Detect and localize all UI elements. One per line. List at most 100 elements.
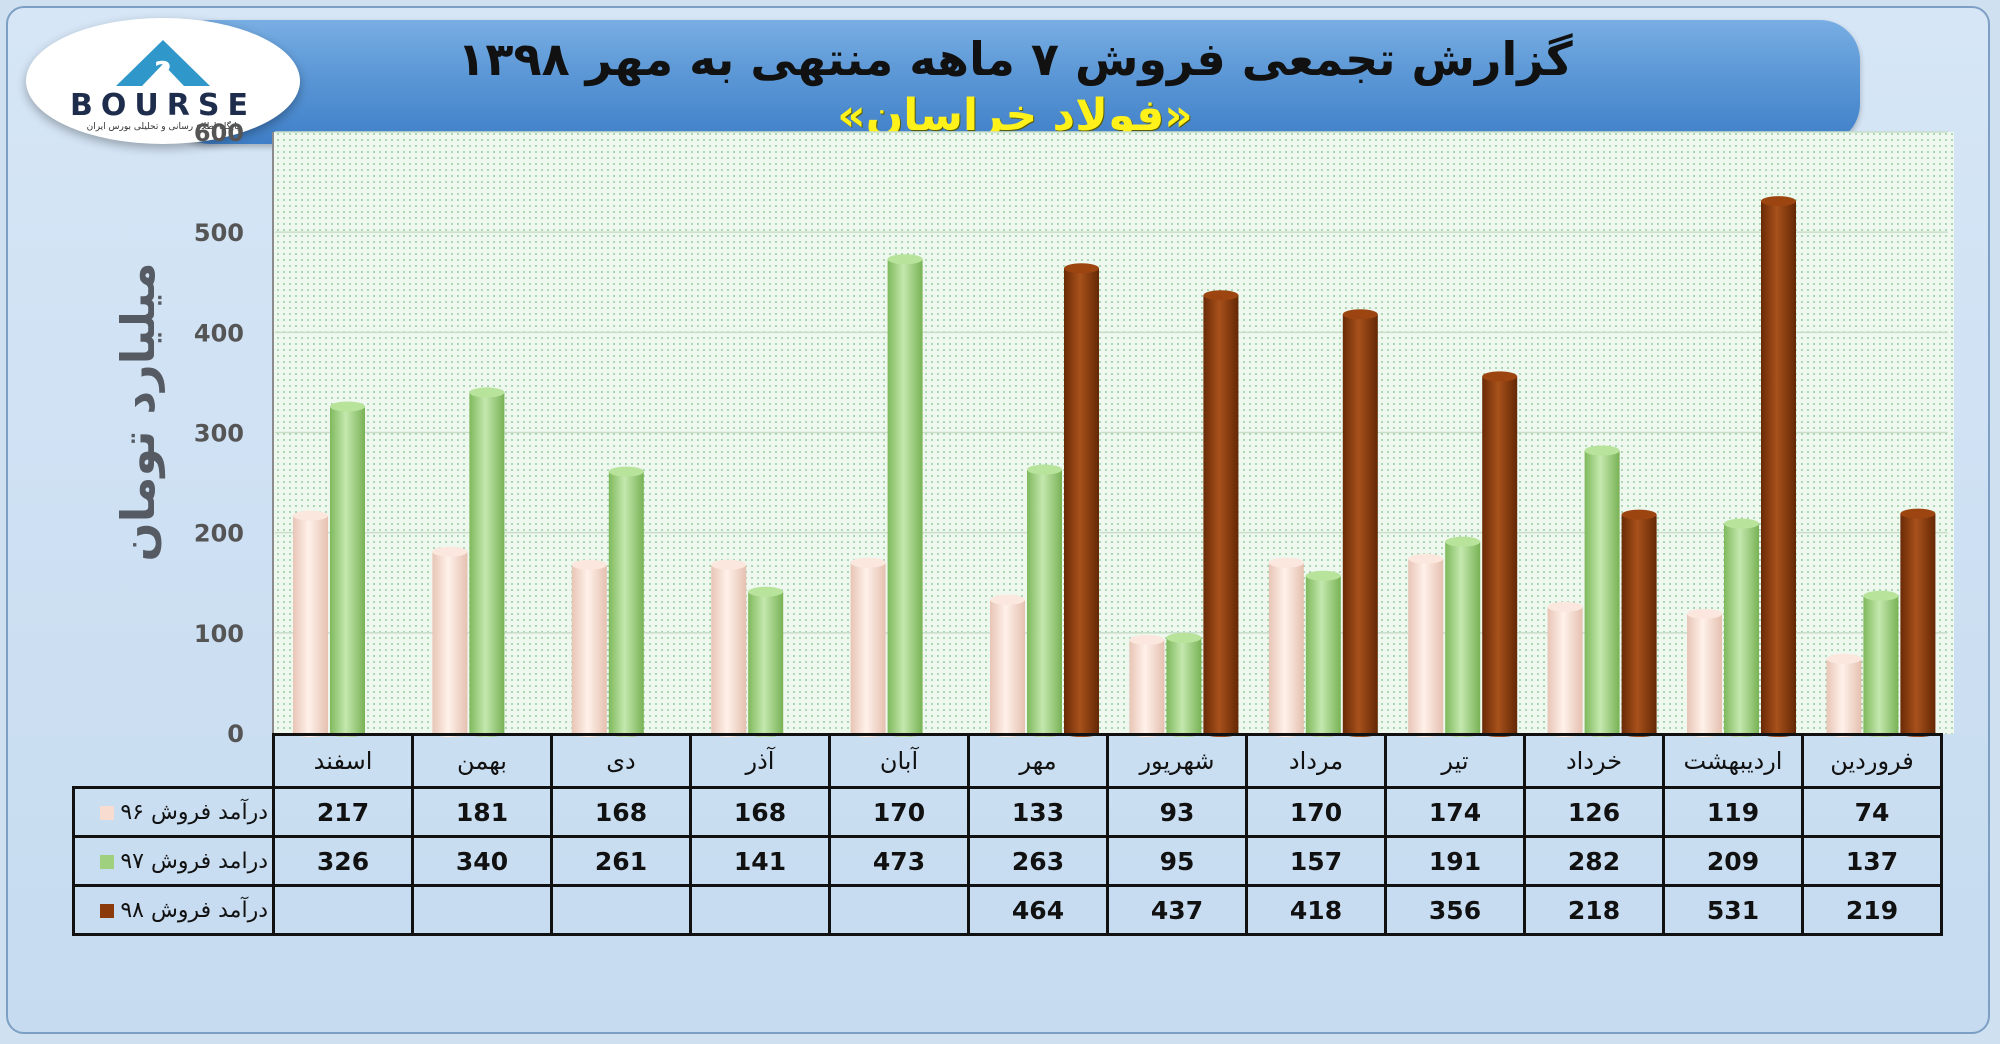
bar-series-2 [1863,595,1899,733]
legend-swatch [100,805,115,820]
x-category-label: مرداد [1245,733,1387,789]
y-tick-label: 100 [194,620,244,648]
bar-cap [1305,570,1341,581]
x-category-label: اردیبهشت [1662,733,1804,789]
legend-entry: درآمد فروش ۹۸ [72,884,275,936]
legend-entry: درامد فروش ۹۷ [72,835,275,887]
bar-series-3 [1621,514,1657,733]
data-label: 418 [1245,884,1387,936]
data-label: 261 [550,835,692,887]
bar-series-1 [711,564,747,733]
x-category-label: دی [550,733,692,789]
x-category-label: تیر [1384,733,1526,789]
data-label: 119 [1662,786,1804,838]
legend-swatch [100,903,115,918]
data-label [689,884,831,936]
bar-cap [990,594,1025,605]
table-header-row: اسفند بهمن دی آذر آبان مهر شهریور مرداد تیر خرداد… [73,733,1943,789]
data-label: 74 [1801,786,1943,838]
data-label: 282 [1523,835,1665,887]
bar-series-2 [1584,450,1620,733]
data-label: 137 [1801,835,1943,887]
bar-cap [608,466,644,477]
data-label: 181 [411,786,553,838]
x-category-label: آذر [689,733,831,789]
legend-label: درآمد فروش ۹۸ [120,897,268,923]
x-category-label: مهر [967,733,1109,789]
data-label: 126 [1523,786,1665,838]
bar-cap [1129,634,1165,645]
bar-series-2 [1724,523,1759,733]
legend-label: درامد فروش ۹۷ [120,848,268,874]
data-label: 168 [689,786,831,838]
data-label: 157 [1245,835,1387,887]
legend-swatch [100,854,115,869]
bar-cap [748,586,784,597]
bar-cap [1203,290,1239,301]
bar-series-1 [571,564,607,733]
table-row: درآمد فروش ۹۸ 464 437 418 356 218 531 219 [72,884,1943,936]
legend-entry: درآمد فروش ۹۶ [72,786,275,838]
bar-series-2 [1166,637,1202,733]
bar-cap [1064,263,1099,274]
data-label: 95 [1106,835,1248,887]
bar-series-2 [608,471,644,733]
data-label [411,884,553,936]
bar-cap [1547,601,1583,612]
data-label [828,884,970,936]
bar-cap [1900,508,1936,519]
data-label: 93 [1106,786,1248,838]
data-label: 219 [1801,884,1943,936]
bar-cap [293,510,328,521]
x-category-label: بهمن [411,733,553,789]
bar-series-3 [1900,513,1936,733]
data-label: 141 [689,835,831,887]
data-label: 263 [967,835,1109,887]
bar-series-3 [1342,314,1378,733]
bar-cap [711,559,747,570]
y-tick-label: 400 [194,319,244,347]
logo-tagline: پایگاه اطلاع رسانی و تحلیلی بورس ایران [86,122,240,132]
bar-series-1 [850,562,886,733]
bar-cap [571,559,607,570]
data-label: 170 [828,786,970,838]
bar-series-1 [1687,613,1722,733]
data-label: 473 [828,835,970,887]
bar-series-2 [1305,575,1341,733]
bar-cap [1408,553,1444,564]
data-label [272,884,414,936]
bar-series-2 [1027,469,1062,733]
table-row: درآمد فروش ۹۶ 217 181 168 168 170 133 93 170 174 1… [72,786,1943,838]
bourse-logo: 2 BOURSE پایگاه اطلاع رسانی و تحلیلی بور… [26,18,300,144]
y-tick-label: 300 [194,420,244,448]
bar-series-3 [1203,295,1239,733]
x-category-label: آبان [828,733,970,789]
table-corner [73,734,275,789]
data-label: 340 [411,835,553,887]
data-label: 356 [1384,884,1526,936]
svg-text:2: 2 [154,57,172,87]
table-row: درامد فروش ۹۷ 326 340 261 141 473 263 95 157 191 2… [72,835,1943,887]
bar-series-1 [1268,562,1304,733]
data-label: 191 [1384,835,1526,887]
y-tick-label: 500 [194,219,244,247]
bar-series-2 [748,591,784,733]
bar-cap [1027,464,1062,475]
bar-cap [1166,632,1202,643]
bar-cap [1724,518,1759,529]
data-label: 168 [550,786,692,838]
bar-series-1 [432,551,468,733]
bar-series-3 [1064,268,1099,733]
bar-series-1 [1547,606,1583,733]
bar-series-1 [1826,658,1862,733]
data-label: 437 [1106,884,1248,936]
x-category-label: خرداد [1523,733,1665,789]
data-label: 464 [967,884,1109,936]
bar-cap [1268,557,1304,568]
x-category-label: اسفند [272,733,414,789]
bar-cap [1482,371,1518,382]
y-tick-label: 600 [194,119,244,147]
logo-wordmark: BOURSE [70,88,256,123]
data-label: 531 [1662,884,1804,936]
bar-cap [1621,509,1657,520]
